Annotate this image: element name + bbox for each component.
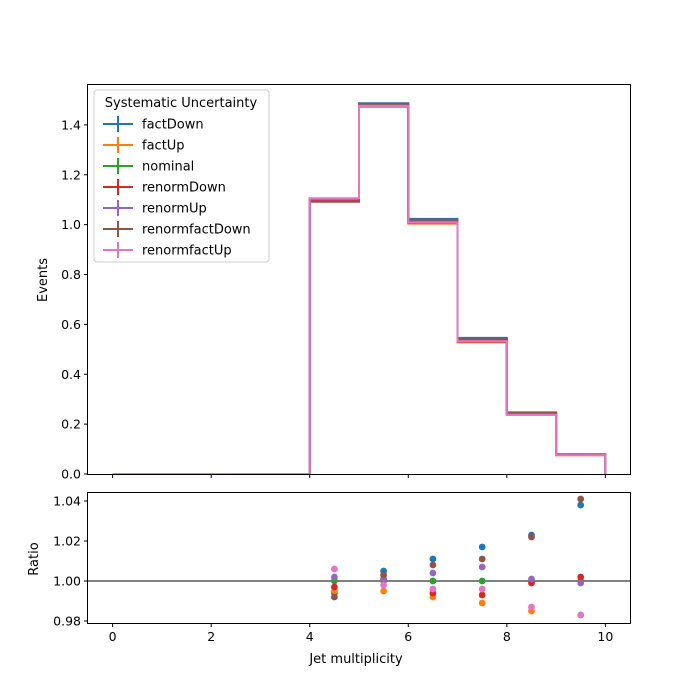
ratio-x-tick-label: 4 <box>306 629 314 644</box>
legend-label: renormfactDown <box>142 223 251 238</box>
ratio-x-tick-label: 10 <box>597 629 613 644</box>
ratio-point-factUp <box>380 587 387 595</box>
legend-label: nominal <box>142 160 194 175</box>
ratio-x-tick-label: 0 <box>109 629 117 644</box>
histogram-y-ticks: 0.0 0.2 0.4 0.6 0.8 1.0 1.2 1.4 <box>61 117 88 482</box>
legend-box <box>93 89 270 263</box>
legend-label: renormfactUp <box>142 244 232 259</box>
legend: Systematic Uncertainty factDown factUp nom… <box>93 89 270 263</box>
ratio-panel: 0.98 1.00 1.02 1.04 0 2 4 6 8 10 Jet multiplicit… <box>27 492 631 667</box>
ratio-point-renormfactDown <box>528 533 535 541</box>
ratio-y-tick-label: 1.00 <box>53 574 81 589</box>
histogram-y-tick-label: 0.0 <box>61 467 81 482</box>
ratio-point-nominal <box>429 577 437 585</box>
ratio-point-renormfactUp <box>331 565 338 573</box>
histogram-y-tick-label: 1.4 <box>61 117 81 132</box>
ratio-point-factDown <box>577 501 585 509</box>
histogram-panel: 0.0 0.2 0.4 0.6 0.8 1.0 1.2 1.4 Events Systemat… <box>36 84 631 482</box>
ratio-point-renormfactUp <box>380 581 387 589</box>
legend-label: factDown <box>142 118 204 133</box>
legend-entry-renormDown: renormDown <box>103 179 226 196</box>
ratio-points-group <box>331 495 585 619</box>
legend-entry-factDown: factDown <box>103 116 204 133</box>
ratio-y-tick-label: 0.98 <box>53 614 81 629</box>
histogram-x-ticks <box>112 474 606 478</box>
ratio-point-renormUp <box>528 575 535 583</box>
histogram-axes-frame <box>87 84 631 475</box>
ratio-point-renormfactUp <box>577 611 585 619</box>
ratio-point-renormDown <box>478 591 486 599</box>
ratio-point-renormfactDown <box>331 593 338 601</box>
histogram-y-tick-label: 0.4 <box>61 367 81 382</box>
legend-entry-nominal: nominal <box>103 158 194 175</box>
ratio-point-renormfactUp <box>429 585 437 593</box>
ratio-x-tick-label: 8 <box>503 629 511 644</box>
ratio-point-factDown <box>478 543 486 551</box>
ratio-point-renormUp <box>577 579 585 587</box>
legend-label: renormDown <box>142 181 226 196</box>
histogram-y-axis-label: Events <box>36 258 51 302</box>
ratio-point-factUp <box>478 599 486 607</box>
ratio-point-renormUp <box>478 563 486 571</box>
ratio-point-renormUp <box>331 573 338 581</box>
legend-entry-factUp: factUp <box>103 137 185 154</box>
legend-entry-renormfactUp: renormfactUp <box>103 242 232 259</box>
ratio-point-renormfactUp <box>528 603 535 611</box>
legend-entry-renormUp: renormUp <box>103 200 207 217</box>
legend-label: factUp <box>142 139 185 154</box>
ratio-point-renormfactDown <box>429 561 437 569</box>
ratio-y-tick-label: 1.04 <box>53 494 81 509</box>
legend-label: renormUp <box>142 202 207 217</box>
ratio-y-ticks: 0.98 1.00 1.02 1.04 <box>53 494 88 629</box>
ratio-x-axis-label: Jet multiplicity <box>308 652 403 667</box>
histogram-y-tick-label: 1.2 <box>61 167 81 182</box>
ratio-point-renormDown <box>577 573 585 581</box>
ratio-point-renormDown <box>331 583 338 591</box>
ratio-y-axis-label: Ratio <box>27 542 42 575</box>
ratio-x-tick-label: 2 <box>207 629 215 644</box>
ratio-x-tick-label: 6 <box>404 629 412 644</box>
ratio-point-renormfactUp <box>478 585 486 593</box>
ratio-point-renormfactDown <box>478 555 486 563</box>
ratio-point-renormfactDown <box>380 571 387 579</box>
histogram-y-tick-label: 0.2 <box>61 417 81 432</box>
legend-title: Systematic Uncertainty <box>105 96 258 111</box>
histogram-y-tick-label: 0.6 <box>61 317 81 332</box>
ratio-point-nominal <box>478 577 486 585</box>
ratio-point-renormfactDown <box>577 495 585 503</box>
histogram-y-tick-label: 1.0 <box>61 217 81 232</box>
ratio-y-tick-label: 1.02 <box>53 534 81 549</box>
ratio-axes-frame <box>87 492 631 624</box>
ratio-x-ticks: 0 2 4 6 8 10 <box>109 623 613 644</box>
ratio-point-renormUp <box>429 569 437 577</box>
ratio-point-factDown <box>429 555 437 563</box>
legend-entries: factDown factUp nominal renormDown renormUp r… <box>103 116 251 259</box>
histogram-y-tick-label: 0.8 <box>61 267 81 282</box>
legend-entry-renormfactDown: renormfactDown <box>103 221 251 238</box>
